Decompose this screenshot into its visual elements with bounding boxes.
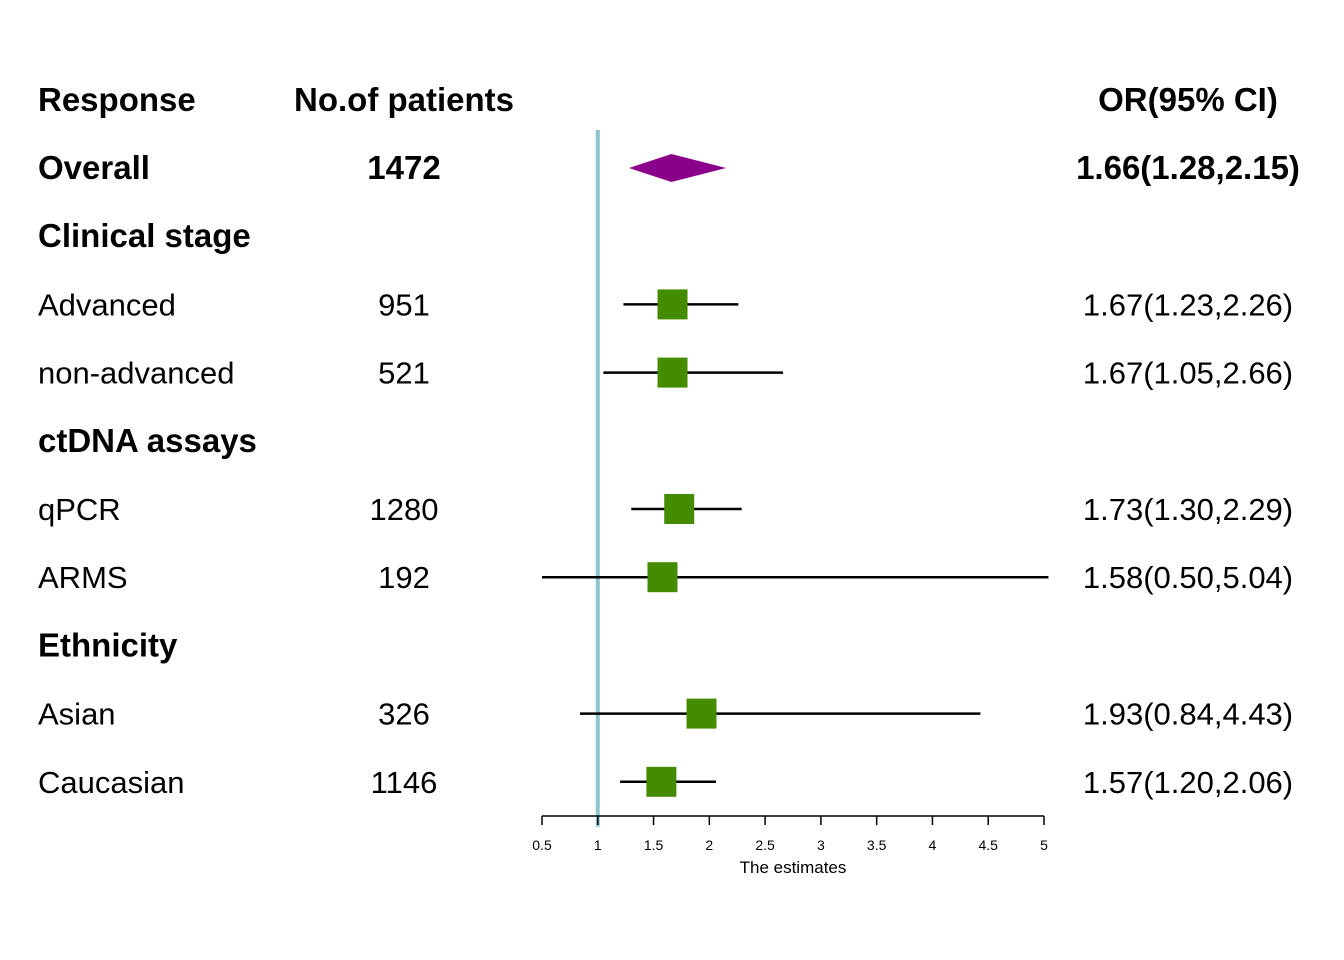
row-label: Overall bbox=[38, 149, 150, 186]
header-or: OR(95% CI) bbox=[1098, 81, 1278, 118]
x-tick-label: 0.5 bbox=[532, 837, 552, 853]
row-label: ARMS bbox=[38, 560, 128, 595]
estimate-box bbox=[657, 357, 688, 388]
row-label: Caucasian bbox=[38, 765, 184, 800]
row-or-ci: 1.67(1.23,2.26) bbox=[1083, 287, 1293, 322]
row-patients: 192 bbox=[378, 560, 430, 595]
estimate-box bbox=[647, 562, 678, 593]
x-axis: 0.5 1 1.5 2 2.5 3 3.5 4 4.5 5 The estimates bbox=[532, 815, 1048, 877]
x-tick-label: 2.5 bbox=[755, 837, 775, 853]
estimate-box bbox=[657, 289, 688, 320]
header-response: Response bbox=[38, 81, 196, 118]
estimate-box bbox=[646, 766, 677, 797]
row-label: Asian bbox=[38, 697, 116, 732]
row-label: non-advanced bbox=[38, 356, 235, 391]
row-patients: 1146 bbox=[371, 765, 438, 800]
x-tick-label: 5 bbox=[1040, 837, 1048, 853]
row-patients: 326 bbox=[378, 697, 430, 732]
x-tick-label: 4 bbox=[929, 837, 937, 853]
estimate-box bbox=[664, 494, 695, 524]
row-or-ci: 1.58(0.50,5.04) bbox=[1083, 560, 1293, 595]
x-tick-label: 3 bbox=[817, 837, 825, 853]
x-tick-label: 1.5 bbox=[644, 837, 664, 853]
header-patients: No.of patients bbox=[294, 81, 514, 118]
x-tick-label: 4.5 bbox=[978, 837, 998, 853]
row-patients: 521 bbox=[378, 356, 430, 391]
row-or-ci: 1.57(1.20,2.06) bbox=[1083, 765, 1293, 800]
x-axis-title: The estimates bbox=[740, 858, 847, 877]
summary-diamond bbox=[629, 154, 727, 182]
row-or-ci: 1.66(1.28,2.15) bbox=[1076, 149, 1300, 186]
row-or-ci: 1.73(1.30,2.29) bbox=[1083, 492, 1293, 527]
row-label: Ethnicity bbox=[38, 626, 178, 663]
rows-layer: Overall 1472 1.66(1.28,2.15) Clinical stage… bbox=[38, 130, 1300, 827]
row-or-ci: 1.93(0.84,4.43) bbox=[1083, 697, 1293, 732]
row-label: Advanced bbox=[38, 287, 176, 322]
row-label: ctDNA assays bbox=[38, 422, 257, 459]
row-label: qPCR bbox=[38, 492, 121, 527]
x-tick-label: 1 bbox=[594, 837, 602, 853]
row-patients: 951 bbox=[378, 287, 430, 322]
row-patients: 1280 bbox=[370, 492, 439, 527]
x-tick-label: 2 bbox=[705, 837, 713, 853]
row-patients: 1472 bbox=[367, 149, 440, 186]
x-tick-label: 3.5 bbox=[867, 837, 887, 853]
row-label: Clinical stage bbox=[38, 217, 251, 254]
row-or-ci: 1.67(1.05,2.66) bbox=[1083, 356, 1293, 391]
estimate-box bbox=[686, 698, 717, 729]
